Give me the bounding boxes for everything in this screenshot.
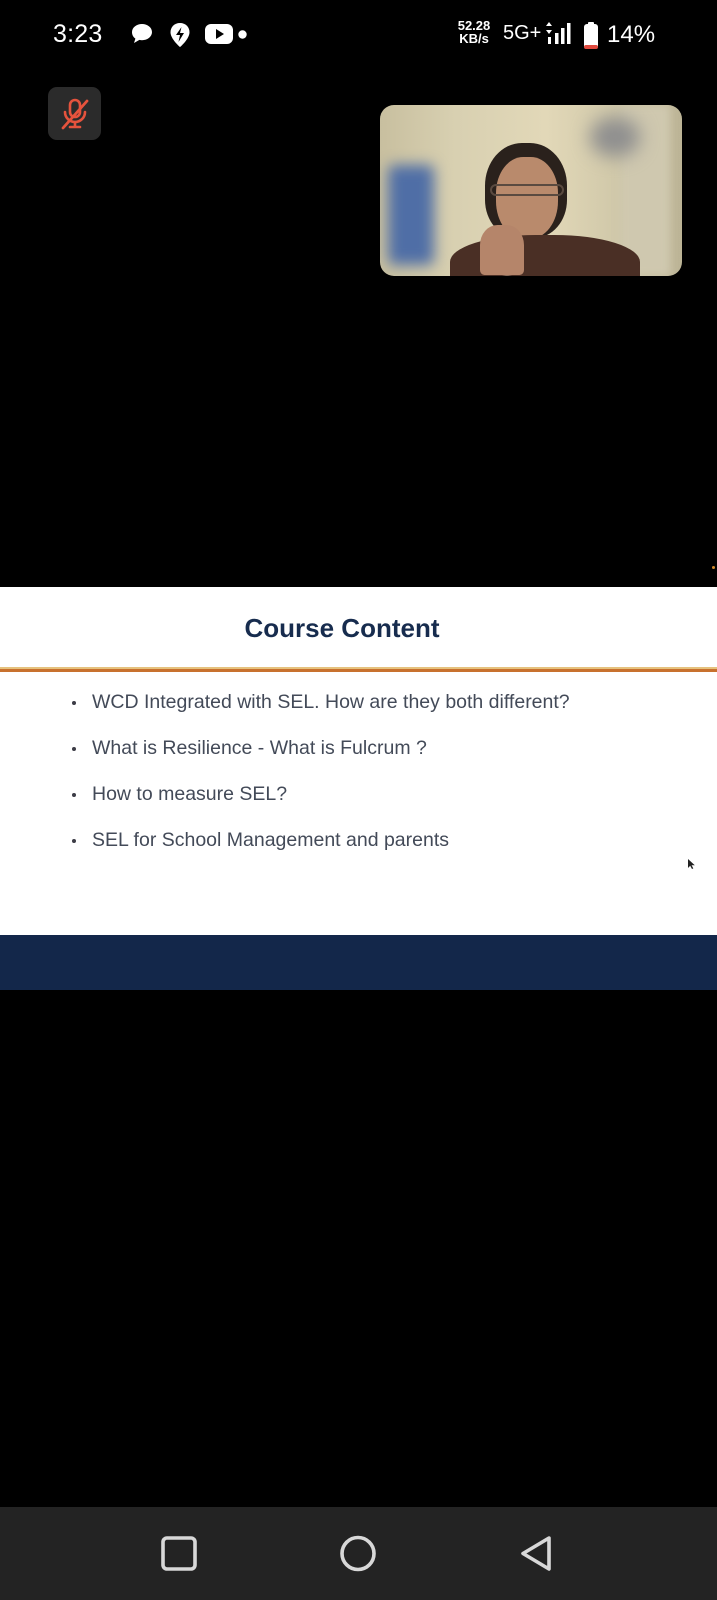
slide-bullet-text: WCD Integrated with SEL. How are they bo… xyxy=(92,691,570,714)
mic-off-icon xyxy=(60,98,90,130)
back-icon[interactable] xyxy=(515,1532,559,1576)
slide-bullet-text: How to measure SEL? xyxy=(92,783,287,806)
slide-bullet-item: What is Resilience - What is Fulcrum ? xyxy=(0,737,717,765)
signal-strength-icon xyxy=(545,22,573,51)
bullet-dot-icon xyxy=(72,701,76,705)
slide-bullet-text: What is Resilience - What is Fulcrum ? xyxy=(92,737,427,760)
participant-glasses xyxy=(490,184,564,196)
network-speed-unit: KB/s xyxy=(453,32,495,45)
dot-icon xyxy=(238,30,247,39)
chat-bubble-icon xyxy=(130,22,154,46)
recents-icon[interactable] xyxy=(157,1532,201,1576)
participant-video-tile[interactable] xyxy=(380,105,682,276)
screen-share-indicator-dot xyxy=(712,566,715,569)
bullet-dot-icon xyxy=(72,747,76,751)
mute-toggle-button[interactable] xyxy=(48,87,101,140)
clock: 3:23 xyxy=(53,20,102,49)
home-icon[interactable] xyxy=(336,1532,380,1576)
youtube-icon xyxy=(205,22,233,46)
bullet-dot-icon xyxy=(72,839,76,843)
slide-bullet-item: How to measure SEL? xyxy=(0,783,717,811)
video-background-shelf xyxy=(388,165,434,265)
slide-bullet-item: SEL for School Management and parents xyxy=(0,829,717,857)
bullet-dot-icon xyxy=(72,793,76,797)
shared-screen-slide: Course Content WCD Integrated with SEL. … xyxy=(0,587,717,990)
slide-title: Course Content xyxy=(0,613,684,644)
slide-title-divider xyxy=(0,667,717,672)
network-type: 5G+ xyxy=(503,22,541,45)
location-pin-icon xyxy=(169,22,191,48)
presenter-cursor-icon xyxy=(688,856,695,874)
battery-icon xyxy=(583,22,599,55)
status-bar: 3:23 52.28 KB/s 5G+ 14% xyxy=(0,0,717,72)
system-navigation-bar xyxy=(0,1507,717,1600)
video-background-object xyxy=(590,117,640,157)
slide-bullet-text: SEL for School Management and parents xyxy=(92,829,449,852)
slide-footer-band xyxy=(0,935,717,990)
slide-bullet-item: WCD Integrated with SEL. How are they bo… xyxy=(0,691,717,719)
participant-body xyxy=(450,235,640,276)
battery-percent: 14% xyxy=(607,21,655,49)
network-speed: 52.28 KB/s xyxy=(453,19,495,45)
participant-hand xyxy=(480,225,524,275)
